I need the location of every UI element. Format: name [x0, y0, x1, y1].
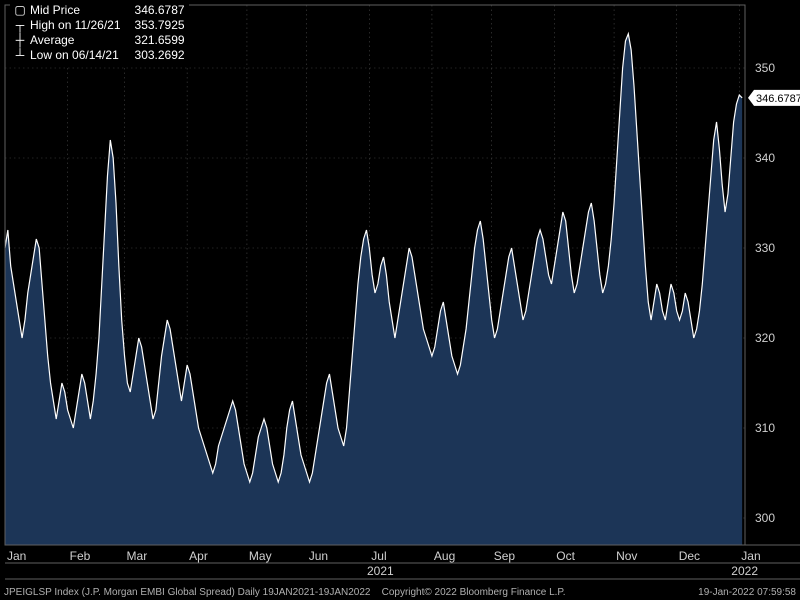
- footer-copyright: Copyright© 2022 Bloomberg Finance L.P.: [382, 587, 566, 598]
- legend-label: Low on 06/14/21: [30, 48, 119, 63]
- legend-value: 303.2692: [135, 48, 185, 63]
- svg-text:Aug: Aug: [434, 549, 455, 563]
- svg-text:Jun: Jun: [309, 549, 328, 563]
- svg-text:Sep: Sep: [494, 549, 516, 563]
- svg-text:Jan: Jan: [7, 549, 26, 563]
- svg-text:Jul: Jul: [371, 549, 386, 563]
- legend-label: Mid Price: [30, 3, 80, 18]
- legend-row-high: ┬ High on 11/26/21 353.7925: [14, 18, 185, 33]
- svg-text:340: 340: [755, 151, 775, 165]
- footer-timestamp: 19-Jan-2022 07:59:58: [698, 587, 796, 598]
- legend-value: 321.6599: [135, 33, 185, 48]
- svg-text:310: 310: [755, 421, 775, 435]
- svg-text:2022: 2022: [731, 564, 758, 578]
- svg-text:Jan: Jan: [741, 549, 760, 563]
- svg-text:320: 320: [755, 331, 775, 345]
- legend-row-avg: ┼ Average 321.6599: [14, 33, 185, 48]
- price-chart: 300 310 320 330 340 350 Jan Feb Mar Apr May Jun Jul A…: [0, 0, 800, 600]
- svg-text:May: May: [249, 549, 272, 563]
- svg-text:Dec: Dec: [679, 549, 700, 563]
- svg-text:300: 300: [755, 511, 775, 525]
- footer-ticker-text: JPEIGLSP Index (J.P. Morgan EMBI Global …: [4, 587, 371, 598]
- legend-row-low: ┴ Low on 06/14/21 303.2692: [14, 48, 185, 63]
- svg-text:2021: 2021: [367, 564, 394, 578]
- svg-text:350: 350: [755, 61, 775, 75]
- legend-box: ▢ Mid Price 346.6787 ┬ High on 11/26/21 …: [10, 2, 189, 65]
- legend-label: Average: [30, 33, 74, 48]
- chart-container: 300 310 320 330 340 350 Jan Feb Mar Apr May Jun Jul A…: [0, 0, 800, 600]
- legend-value: 353.7925: [135, 18, 185, 33]
- svg-text:Nov: Nov: [616, 549, 637, 563]
- high-icon: ┬: [14, 18, 26, 33]
- legend-label: High on 11/26/21: [30, 18, 121, 33]
- svg-text:330: 330: [755, 241, 775, 255]
- legend-value: 346.6787: [135, 3, 185, 18]
- square-icon: ▢: [14, 3, 26, 18]
- avg-icon: ┼: [14, 33, 26, 48]
- svg-text:Oct: Oct: [556, 549, 575, 563]
- svg-text:Apr: Apr: [189, 549, 208, 563]
- svg-text:Mar: Mar: [127, 549, 148, 563]
- low-icon: ┴: [14, 48, 26, 63]
- svg-text:346.6787: 346.6787: [756, 93, 800, 105]
- legend-row-mid: ▢ Mid Price 346.6787: [14, 3, 185, 18]
- svg-text:Feb: Feb: [70, 549, 91, 563]
